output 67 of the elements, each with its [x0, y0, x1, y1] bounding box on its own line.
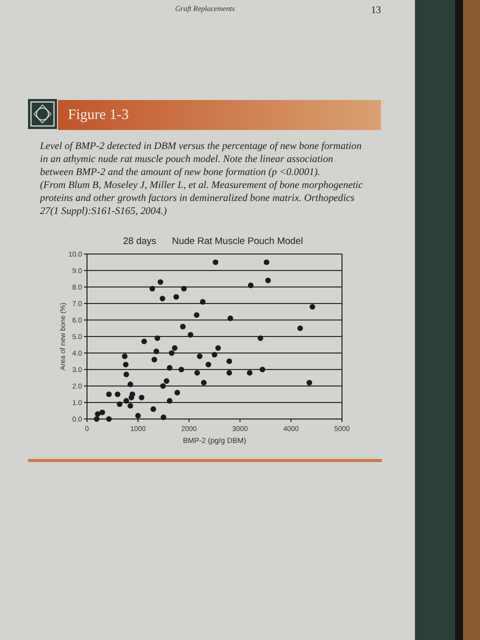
point — [206, 362, 212, 368]
point — [194, 370, 200, 376]
point — [128, 382, 134, 388]
point — [246, 370, 252, 376]
caption: Figure 1-3 — [68, 107, 129, 123]
point — [135, 412, 141, 418]
point — [160, 414, 166, 420]
point — [160, 296, 166, 302]
point — [114, 391, 120, 398]
point — [122, 354, 128, 360]
point — [166, 365, 172, 371]
point — [150, 406, 156, 412]
point — [212, 259, 218, 266]
point — [154, 335, 160, 341]
point — [215, 345, 221, 351]
point — [196, 354, 203, 360]
text: Level of BMP-2 detected in DBM versus the percentage of new bone formation — [39, 141, 362, 152]
point — [122, 362, 129, 368]
point — [160, 383, 166, 389]
point — [168, 350, 174, 356]
chart-title: Nude Rat Muscle Pouch Model — [172, 236, 303, 247]
text: 27(1 Suppl):S161-S165, 2004.) — [40, 206, 168, 217]
point — [178, 366, 184, 372]
point — [200, 299, 206, 305]
point — [123, 398, 130, 404]
point — [260, 366, 266, 372]
point — [152, 356, 158, 362]
point — [166, 398, 172, 404]
point — [181, 286, 187, 292]
point — [158, 279, 164, 285]
point — [123, 372, 130, 378]
point — [258, 335, 264, 341]
point — [100, 410, 106, 416]
point — [141, 338, 147, 344]
point — [94, 416, 100, 422]
point — [194, 312, 200, 318]
point — [128, 403, 134, 409]
point — [212, 352, 218, 358]
point — [228, 316, 234, 322]
point — [174, 390, 180, 396]
point — [306, 380, 312, 386]
point — [154, 348, 160, 354]
point — [106, 416, 112, 422]
text: between BMP-2 and the amount of new bone formation (p <0.0001). — [40, 167, 320, 178]
point — [172, 345, 178, 351]
text: (From Blum B, Moseley J, Miller L, et al. Measurement of bone morphogenetic — [40, 180, 364, 191]
point — [173, 294, 180, 300]
text: 13 — [371, 5, 381, 16]
point — [264, 259, 270, 266]
point — [106, 391, 112, 398]
point — [94, 411, 101, 417]
point — [310, 304, 316, 310]
point — [164, 378, 170, 384]
chart-subtitle: 28 days — [123, 236, 157, 247]
point — [297, 325, 303, 332]
text: in an athymic nude rat muscle pouch model. Note the linear association — [40, 154, 334, 165]
point — [116, 401, 122, 407]
point — [265, 278, 271, 284]
point — [149, 286, 156, 292]
point — [138, 394, 144, 400]
point — [248, 282, 254, 288]
point — [200, 380, 207, 386]
point — [226, 370, 232, 376]
point — [188, 332, 194, 338]
point — [180, 324, 186, 330]
text: proteins and other growth factors in demineralized bone matrix. Orthopedics — [39, 193, 355, 204]
point — [226, 358, 232, 364]
